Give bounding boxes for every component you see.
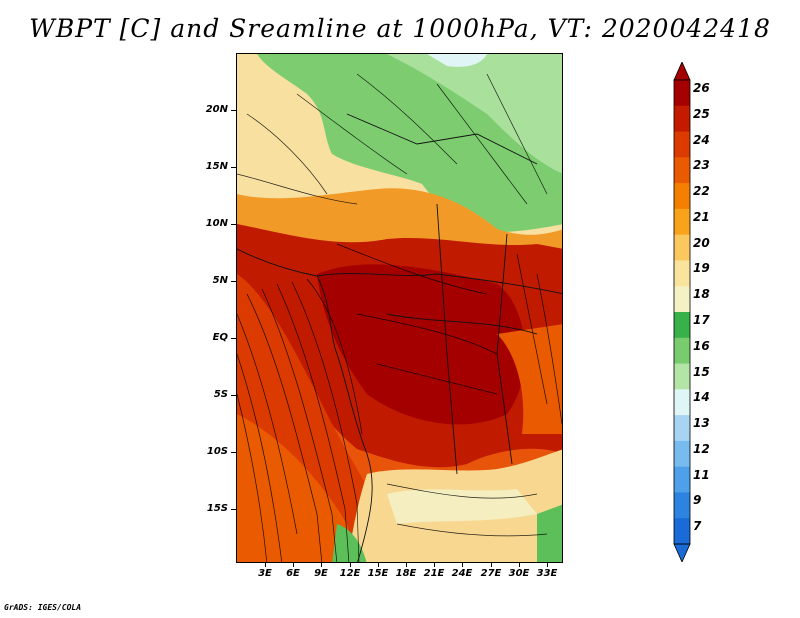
colorbar-segment xyxy=(674,389,690,416)
lat-tick xyxy=(231,338,236,339)
colorbar-level-label: 13 xyxy=(693,416,710,431)
lon-tick xyxy=(434,563,435,567)
colorbar-top-arrow xyxy=(673,62,691,81)
lat-label-15n: 15N xyxy=(205,161,228,172)
colorbar-segment xyxy=(674,363,690,390)
lat-label-20n: 20N xyxy=(205,104,228,115)
lat-label-5n: 5N xyxy=(212,275,228,286)
lat-tick xyxy=(231,167,236,168)
colorbar-level-label: 11 xyxy=(693,467,710,482)
lat-label-10n: 10N xyxy=(205,218,228,229)
colorbar-segment xyxy=(674,260,690,287)
colorbar xyxy=(673,62,691,562)
colorbar-level-label: 15 xyxy=(693,364,710,379)
colorbar-segment xyxy=(674,466,690,493)
colorbar-level-label: 17 xyxy=(693,313,710,327)
colorbar-level-label: 25 xyxy=(693,106,710,121)
colorbar-level-label: 20 xyxy=(693,235,710,250)
lat-label-5s: 5S xyxy=(213,389,228,400)
colorbar-segment xyxy=(674,518,690,545)
colorbar-level-label: 23 xyxy=(693,158,710,173)
wbpt-field xyxy=(237,54,562,562)
lat-label-eq: EQ xyxy=(212,332,228,343)
streamlines xyxy=(237,73,562,562)
colorbar-segment xyxy=(674,105,690,133)
colorbar-segment xyxy=(674,183,690,210)
lon-tick xyxy=(462,563,463,567)
lon-label-18e: 18E xyxy=(395,568,417,579)
colorbar-level-label: 12 xyxy=(693,441,710,456)
lon-label-33e: 33E xyxy=(536,568,558,579)
colorbar-segment xyxy=(674,286,690,313)
lon-tick xyxy=(406,563,407,567)
lon-label-24e: 24E xyxy=(451,568,473,579)
colorbar-level-label: 7 xyxy=(693,519,702,534)
colorbar-segment xyxy=(674,337,690,365)
colorbar-segment xyxy=(674,492,690,519)
colorbar-segment xyxy=(674,415,690,442)
lon-label-27e: 27E xyxy=(480,568,502,579)
lat-label-10s: 10S xyxy=(206,446,228,457)
field-green-sw xyxy=(332,524,367,562)
colorbar-level-label: 22 xyxy=(693,184,710,199)
lat-tick xyxy=(231,110,236,111)
field-pale-cyan xyxy=(427,54,487,67)
colorbar-segment xyxy=(674,234,690,261)
lon-tick xyxy=(293,563,294,567)
lon-label-15e: 15E xyxy=(367,568,389,579)
lon-label-3e: 3E xyxy=(258,568,272,579)
lon-tick xyxy=(321,563,322,567)
colorbar-segment xyxy=(674,312,690,339)
lon-tick xyxy=(378,563,379,567)
lat-tick xyxy=(231,395,236,396)
lat-tick xyxy=(231,509,236,510)
colorbar-segment xyxy=(674,80,690,107)
colorbar-level-label: 24 xyxy=(693,132,710,147)
coastlines xyxy=(237,113,562,562)
lon-label-30e: 30E xyxy=(508,568,530,579)
colorbar-segment xyxy=(674,131,690,158)
lon-label-6e: 6E xyxy=(286,568,300,579)
colorbar-bottom-arrow xyxy=(673,543,691,562)
colorbar-level-label: 16 xyxy=(693,338,710,353)
lon-tick xyxy=(491,563,492,567)
lon-label-9e: 9E xyxy=(314,568,328,579)
field-darkest-core xyxy=(317,264,526,425)
lon-tick xyxy=(547,563,548,567)
lon-label-21e: 21E xyxy=(423,568,445,579)
colorbar-level-label: 21 xyxy=(693,209,710,224)
field-southwest xyxy=(237,414,357,562)
lat-label-15s: 15S xyxy=(206,503,228,514)
colorbar-level-label: 26 xyxy=(693,81,710,95)
colorbar-segment xyxy=(674,157,690,184)
colorbar-outline xyxy=(673,79,691,545)
field-east-band xyxy=(497,324,562,434)
colorbar-level-label: 18 xyxy=(693,287,710,302)
lat-tick xyxy=(231,281,236,282)
colorbar-segment xyxy=(674,440,690,468)
lon-tick xyxy=(519,563,520,567)
lon-tick xyxy=(350,563,351,567)
lat-tick xyxy=(231,452,236,453)
colorbar-segment xyxy=(674,208,690,236)
lon-label-12e: 12E xyxy=(339,568,361,579)
map-plot-area xyxy=(236,53,563,563)
colorbar-level-label: 14 xyxy=(693,390,710,405)
grads-credit: GrADS: IGES/COLA xyxy=(4,603,82,612)
field-green-se xyxy=(537,504,562,562)
field-light-green xyxy=(387,54,562,174)
lat-tick xyxy=(231,224,236,225)
colorbar-level-label: 19 xyxy=(693,261,710,276)
lon-tick xyxy=(265,563,266,567)
colorbar-level-label: 9 xyxy=(693,493,702,508)
chart-title: WBPT [C] and Sreamline at 1000hPa, VT: 2… xyxy=(29,14,771,43)
